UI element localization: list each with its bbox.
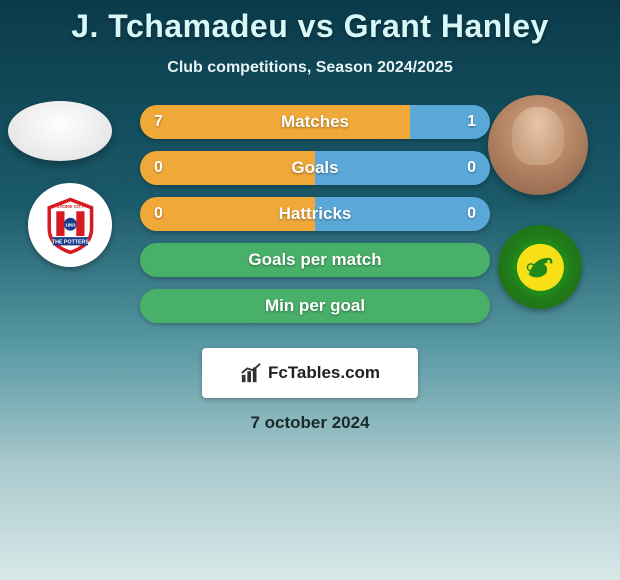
footer-date: 7 october 2024 xyxy=(0,413,620,433)
bar-value-left: 7 xyxy=(154,113,163,131)
svg-text:THE POTTERS: THE POTTERS xyxy=(52,239,89,245)
norwich-city-icon xyxy=(511,238,570,297)
comparison-bars: Matches71Goals00Hattricks00Goals per mat… xyxy=(140,105,490,335)
bar-label: Min per goal xyxy=(140,296,490,316)
club-left-crest: THE POTTERS 1863 STOKE CITY xyxy=(28,183,112,267)
comparison-panel: THE POTTERS 1863 STOKE CITY Matches7 1 Goa… xyxy=(0,105,620,355)
bar-row: Goals0 0 xyxy=(140,151,490,185)
bar-value-right: 1 xyxy=(467,113,476,131)
chart-icon xyxy=(240,362,262,384)
bar-value-left: 0 xyxy=(154,159,163,177)
bar-value-right: 0 xyxy=(467,205,476,223)
bar-row: Hattricks0 0 xyxy=(140,197,490,231)
bar-label: Goals xyxy=(140,158,490,178)
page-subtitle: Club competitions, Season 2024/2025 xyxy=(0,59,620,77)
svg-text:1863: 1863 xyxy=(65,222,76,227)
bar-row: Goals per match xyxy=(140,243,490,277)
player-right-avatar xyxy=(488,95,588,195)
player-left-avatar xyxy=(8,101,112,161)
bar-label: Goals per match xyxy=(140,250,490,270)
bar-value-left: 0 xyxy=(154,205,163,223)
bar-label: Hattricks xyxy=(140,204,490,224)
page-title: J. Tchamadeu vs Grant Hanley xyxy=(0,0,620,45)
stoke-city-icon: THE POTTERS 1863 STOKE CITY xyxy=(41,196,100,255)
svg-text:STOKE CITY: STOKE CITY xyxy=(56,203,85,208)
watermark-text: FcTables.com xyxy=(268,363,380,383)
bar-label: Matches xyxy=(140,112,490,132)
club-right-crest xyxy=(498,225,582,309)
bar-row: Min per goal xyxy=(140,289,490,323)
watermark: FcTables.com xyxy=(202,348,418,398)
bar-row: Matches7 1 xyxy=(140,105,490,139)
bar-value-right: 0 xyxy=(467,159,476,177)
